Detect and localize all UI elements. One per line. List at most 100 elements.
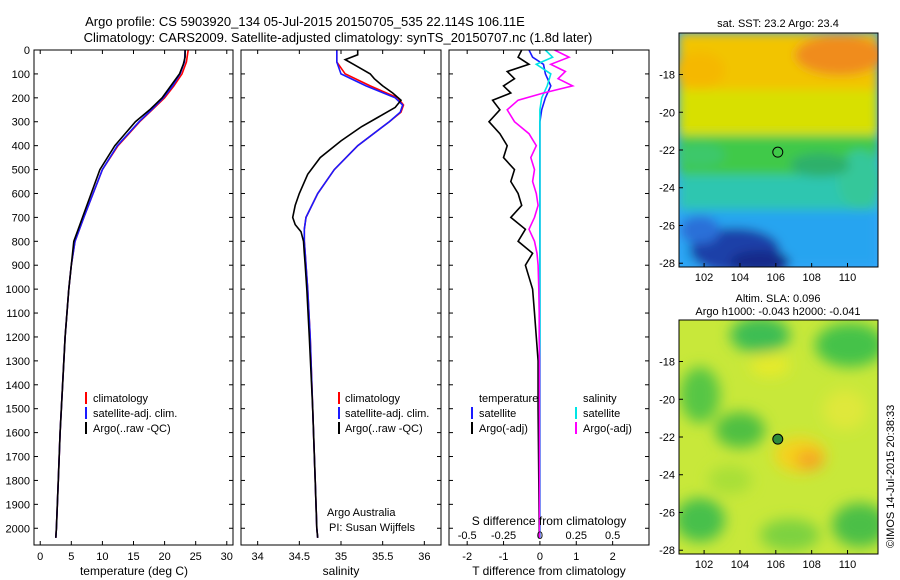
y-tick-label: 1200 [6,332,30,344]
imos-timestamp: ©IMOS 14-Jul-2015 20:38:33 [885,405,897,548]
y-tick-label: 1000 [6,284,30,296]
x-tick-label: 25 [190,551,202,563]
s-tick-label: 0.5 [605,530,620,542]
s-tick-label: 0.25 [566,530,587,542]
map-y-tick-label: -20 [659,107,675,119]
y-tick-label: 1400 [6,380,30,392]
y-tick-label: 500 [12,165,30,177]
salinity-legend: climatology satellite-adj. clim. Argo(..… [338,392,429,435]
map-y-tick-label: -28 [659,545,675,557]
figure-title-line1: Argo profile: CS 5903920_134 05-Jul-2015… [85,14,525,29]
map-y-tick-label: -20 [659,394,675,406]
temperature-legend: climatology satellite-adj. clim. Argo(..… [85,392,177,435]
salinity-annotation-line2: PI: Susan Wijffels [329,522,415,534]
series-line-climatology [55,50,189,538]
series-line-satellite-adj-clim [303,50,404,538]
x-tick-label: 35.5 [372,551,393,563]
map-x-tick-label: 102 [695,559,713,571]
sst-field-patch [790,153,850,177]
x-tick-label: 34 [252,551,264,563]
s-tick-label: 0 [537,530,543,542]
sla-field-patch [815,323,878,367]
y-tick-label: 1700 [6,452,30,464]
x-tick-label: 36 [418,551,430,563]
map-y-tick-label: -24 [659,183,675,195]
difference-panel: -2 -1 0 1 2 -0.5 -0.25 0 0.25 0.5 S difference fr… [448,49,650,578]
sla-map-title-line1: Altim. SLA: 0.096 [736,293,821,305]
legend-sal-argo-label: Argo(-adj) [583,423,632,435]
legend-satellite-label: satellite-adj. clim. [93,408,177,420]
y-tick-label: 300 [12,117,30,129]
difference-legend-temperature: temperature satellite Argo(-adj) [471,393,538,435]
y-tick-label: 1800 [6,475,30,487]
map-y-tick-label: -18 [659,357,675,369]
legend-argo-label: Argo(..raw -QC) [345,423,423,435]
temperature-panel: 0100200300400500600700800900100011001200… [6,45,234,578]
legend-temp-argo-label: Argo(-adj) [479,423,528,435]
x-tick-label: 5 [68,551,74,563]
x-tick-label: 2 [610,551,616,563]
map-x-tick-label: 106 [767,272,785,284]
sst-map-title: sat. SST: 23.2 Argo: 23.4 [717,18,839,30]
y-tick-label: 100 [12,69,30,81]
legend-temp-satellite-label: satellite [479,408,516,420]
sla-field-patch [730,320,790,353]
legend-argo-label: Argo(..raw -QC) [93,423,171,435]
sst-field-patch [679,52,725,88]
y-tick-label: 800 [12,236,30,248]
legend-climatology-label: climatology [93,393,149,405]
sla-field-patch [750,353,790,377]
x-tick-label: 20 [158,551,170,563]
map-y-tick-label: -26 [659,220,675,232]
sla-map-title-line2: Argo h1000: -0.043 h2000: -0.041 [695,306,860,318]
salinity-plot-frame [240,49,442,546]
x-tick-label: 0 [537,551,543,563]
figure-title-line2: Climatology: CARS2009. Satellite-adjuste… [84,30,593,45]
x-tick-label: 35 [335,551,347,563]
y-tick-label: 1600 [6,428,30,440]
sst-argo-marker [772,146,784,158]
legend-salinity-title: salinity [583,393,617,405]
y-tick-label: 600 [12,188,30,200]
legend-sal-satellite-label: satellite [583,408,620,420]
series-line-temperature-argo-adj [487,50,541,538]
sst-map-panel: sat. SST: 23.2 Argo: 23.4 102 104 106 108 11… [659,18,879,284]
sla-field-patch [796,450,824,470]
map-y-tick-label: -28 [659,258,675,270]
map-x-tick-label: 108 [802,559,820,571]
legend-satellite-label: satellite-adj. clim. [345,408,429,420]
y-tick-label: 200 [12,93,30,105]
sla-field-patch [823,390,867,430]
map-y-tick-label: -22 [659,145,675,157]
salinity-x-label: salinity [323,564,360,578]
x-tick-label: 34.5 [289,551,310,563]
sst-field-patch [795,35,878,75]
difference-plot-frame [448,49,650,546]
y-tick-label: 900 [12,260,30,272]
difference-t-label: T difference from climatology [472,564,626,578]
map-x-tick-label: 106 [767,559,785,571]
sla-field-patch [760,519,820,551]
salinity-panel: 34 34.5 35 35.5 36 salinity climatology sate… [240,49,442,578]
map-x-tick-label: 104 [731,272,749,284]
s-tick-label: -0.25 [491,530,516,542]
series-line-salinity-argo-adj [506,50,575,538]
y-tick-label: 1900 [6,499,30,511]
map-x-tick-label: 104 [731,559,749,571]
y-tick-label: 700 [12,212,30,224]
series-line-argo-raw-qc [55,50,186,538]
series-line-satellite-adj-clim [55,50,186,538]
salinity-annotation-line1: Argo Australia [327,507,396,519]
sla-field-patch [832,503,878,547]
s-tick-label: -0.5 [458,530,477,542]
y-tick-label: 1300 [6,356,30,368]
y-tick-label: 2000 [6,523,30,535]
legend-climatology-label: climatology [345,393,401,405]
map-x-tick-label: 102 [695,272,713,284]
map-y-tick-label: -22 [659,432,675,444]
difference-s-label: S difference from climatology [472,514,627,528]
legend-temperature-title: temperature [479,393,538,405]
sla-field-patch [679,498,725,542]
x-tick-label: -1 [499,551,509,563]
